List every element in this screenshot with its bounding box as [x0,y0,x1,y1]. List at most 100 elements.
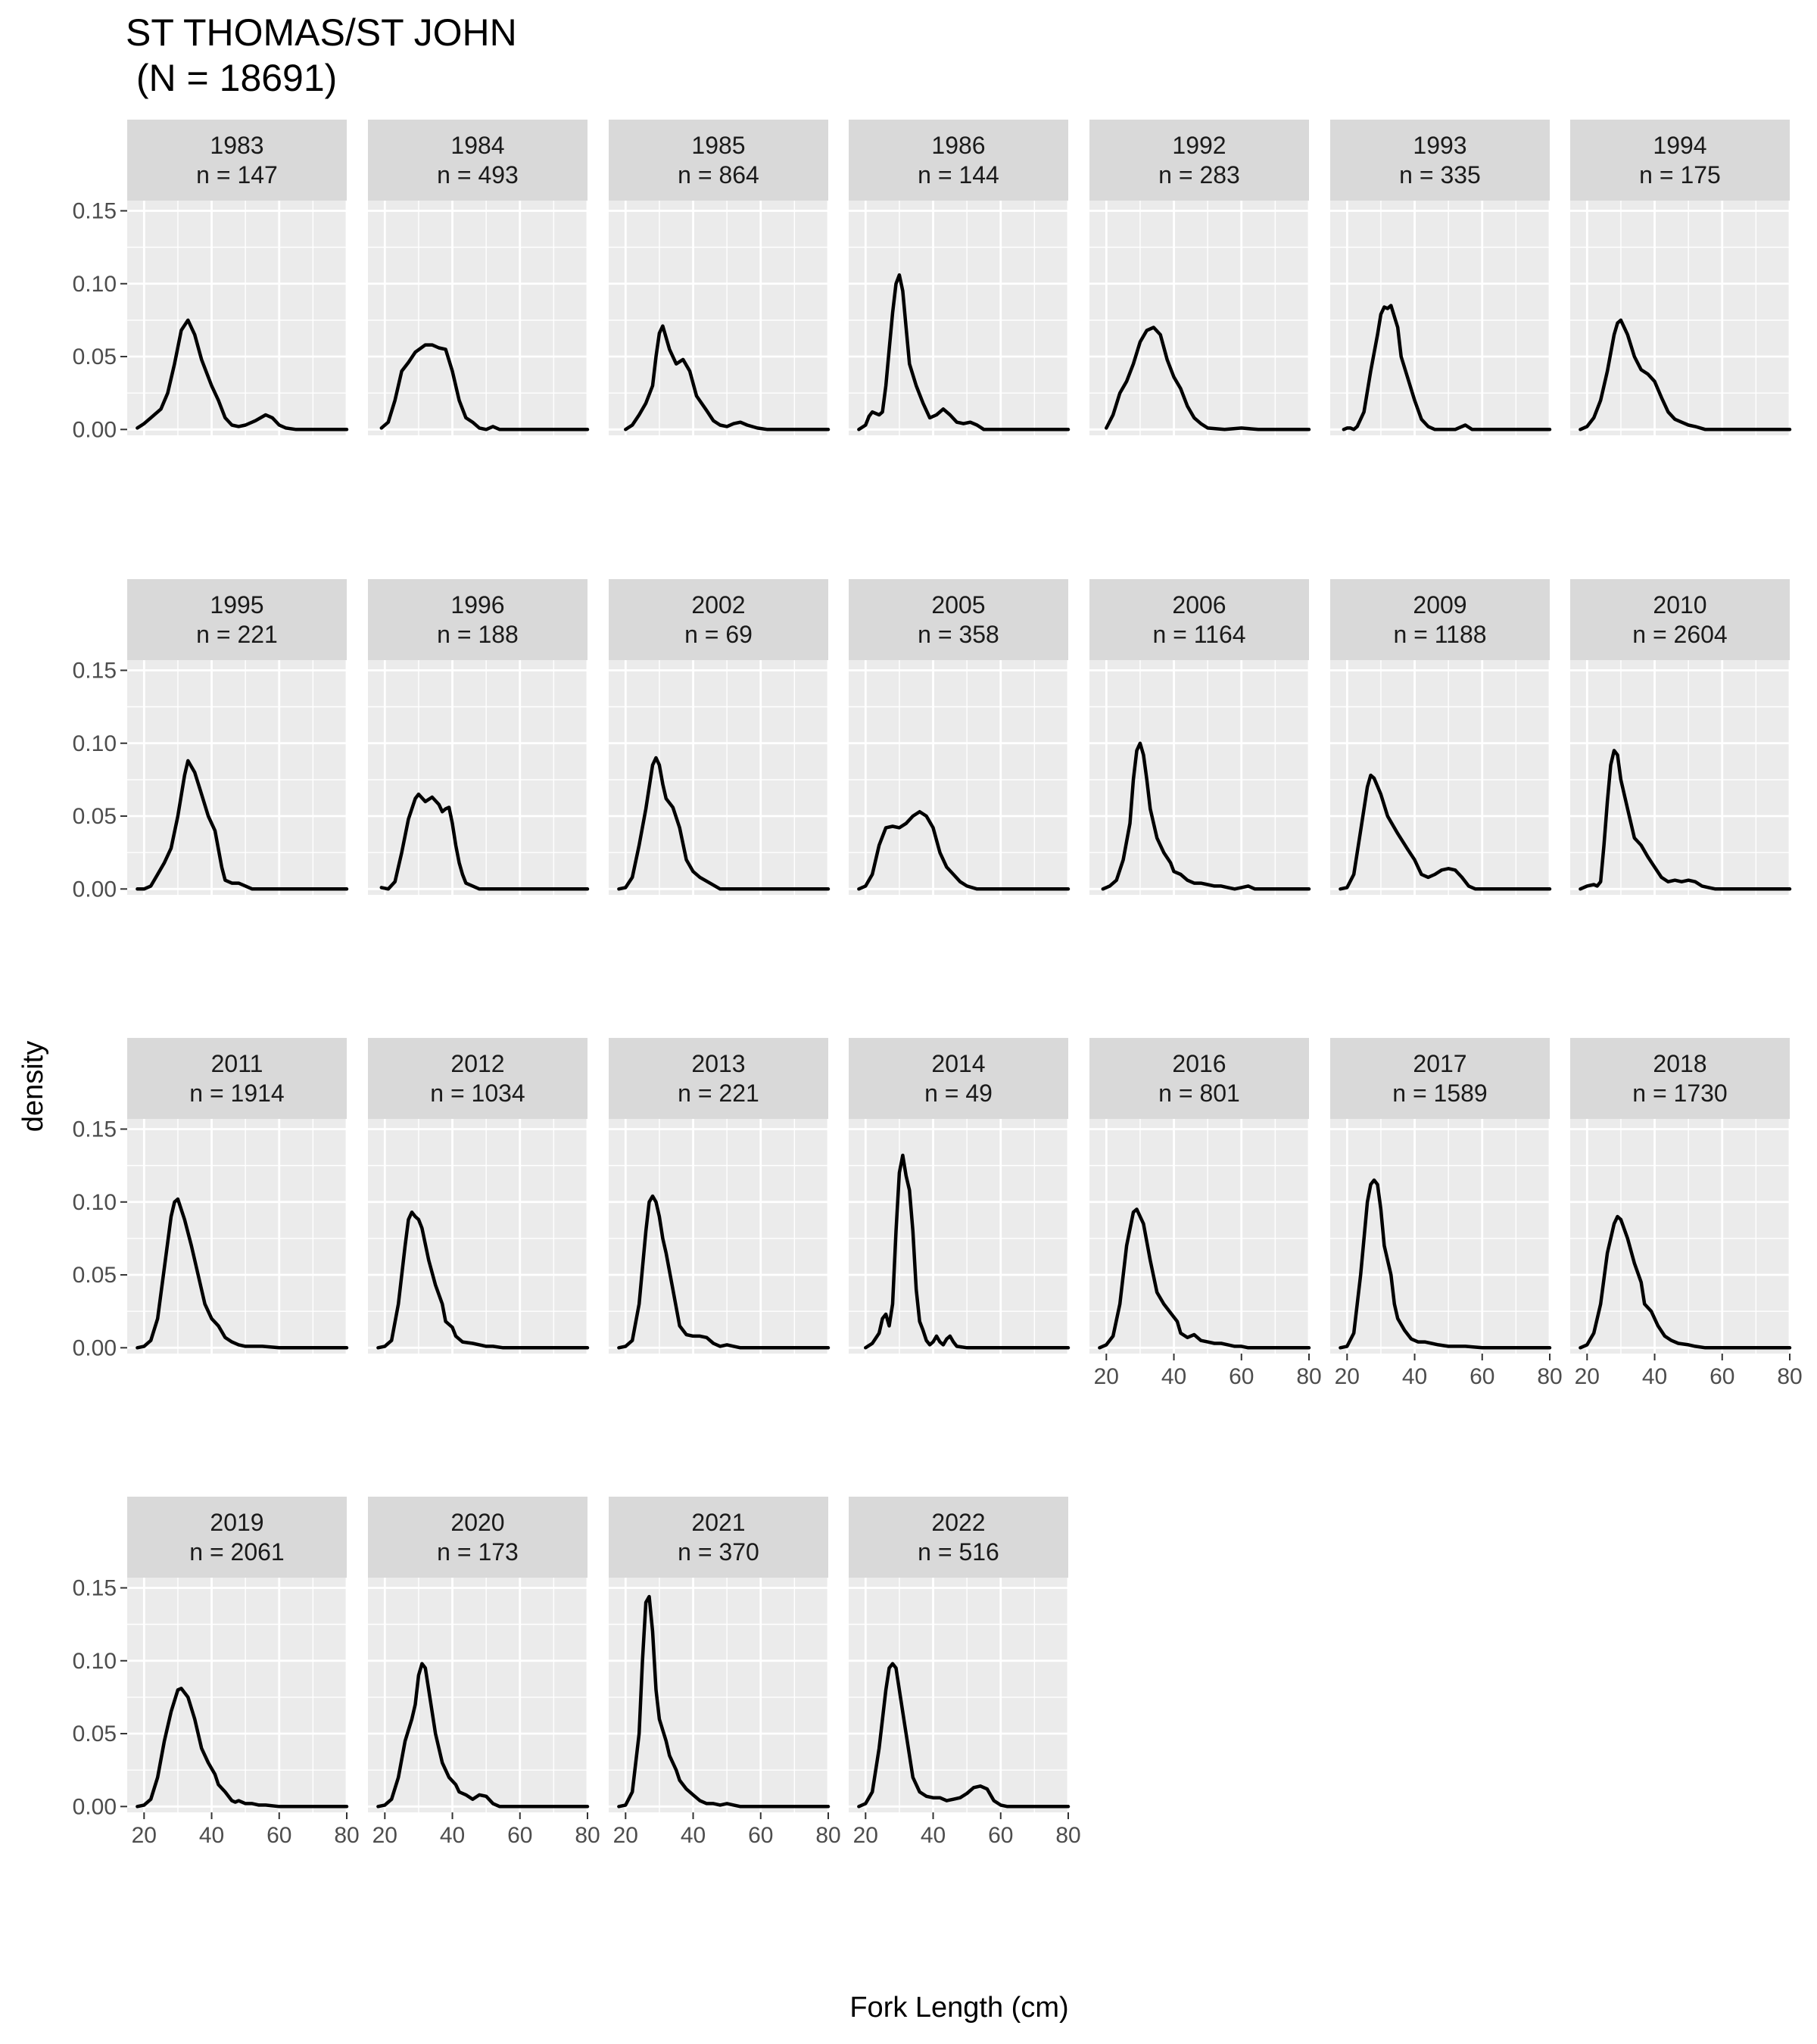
facet-panel-2006: 2006 n = 1164 [1089,579,1311,895]
x-tick-label: 20 [853,1823,878,1848]
x-tick-label: 80 [815,1823,840,1848]
facet-strip-count: n = 370 [678,1538,759,1566]
facet-strip-year: 2013 [691,1050,745,1077]
y-tick-label: 0.10 [73,272,117,297]
facet-panel-2012: 2012 n = 1034 [368,1038,590,1354]
x-tick-label: 60 [507,1823,532,1848]
facet-strip-count: n = 801 [1158,1080,1240,1107]
density-line-1993 [1342,304,1552,432]
y-tick-label: 0.05 [73,344,117,369]
facet-strip [1570,1038,1790,1119]
facet-panel-2009: 2009 n = 1188 [1330,579,1552,895]
facet-strip-year: 2005 [931,591,985,618]
facet-strip-year: 1994 [1653,132,1706,159]
panel-background [849,660,1068,895]
facet-strip-count: n = 49 [924,1080,993,1107]
y-tick-label: 0.15 [73,658,117,683]
facet-strip-year: 2017 [1413,1050,1466,1077]
facet-strip [368,1497,587,1578]
facet-panel-2017: 2017 n = 1589 20 40 60 80 [1330,1038,1563,1389]
density-line-2002 [617,756,831,891]
panel-background [609,201,828,435]
facet-strip-year: 1986 [931,132,985,159]
x-tick-label: 40 [1402,1364,1427,1389]
y-tick-label: 0.00 [73,417,117,442]
facet-strip [1089,120,1309,201]
facet-strip-year: 2010 [1653,591,1706,618]
facet-strip [127,1038,347,1119]
panel-background [368,201,587,435]
facet-strip-count: n = 144 [918,161,999,189]
facet-strip-year: 2020 [450,1509,504,1536]
y-tick-label: 0.05 [73,1263,117,1288]
panel-background [368,1119,587,1354]
facet-strip-count: n = 173 [437,1538,519,1566]
facet-strip-year: 1984 [450,132,504,159]
density-line-2013 [617,1194,831,1350]
density-line-1984 [379,343,590,432]
x-tick-label: 80 [334,1823,359,1848]
facet-strip [849,120,1068,201]
facet-strip [1330,579,1550,660]
facet-strip-year: 2012 [450,1050,504,1077]
panel-background [368,660,587,895]
panel-background [1330,201,1550,435]
y-tick-label: 0.15 [73,198,117,223]
facet-strip [127,579,347,660]
density-line-1995 [136,759,349,891]
facet-strip [609,1038,828,1119]
density-line-2006 [1101,741,1311,891]
facet-strip [609,1497,828,1578]
y-tick-label: 0.00 [73,877,117,902]
x-tick-label: 40 [1642,1364,1667,1389]
facet-strip-year: 2016 [1172,1050,1226,1077]
facet-panel-2013: 2013 n = 221 [609,1038,831,1354]
facet-strip-count: n = 147 [196,161,278,189]
x-tick-label: 20 [1575,1364,1600,1389]
panel-background [1330,1119,1550,1354]
y-tick-label: 0.00 [73,1794,117,1819]
x-axis-label: Fork Length (cm) [849,1992,1068,2024]
facet-panel-2011: 2011 n = 1914 0.00 0.05 0.10 0.15 [73,1038,349,1360]
x-tick-label: 40 [681,1823,706,1848]
facet-panel-2010: 2010 n = 2604 [1570,579,1792,895]
facet-strip-count: n = 1589 [1392,1080,1487,1107]
facet-strip [1089,579,1309,660]
facet-strip-count: n = 2061 [189,1538,284,1566]
facet-strip-year: 2018 [1653,1050,1706,1077]
x-tick-label: 60 [1709,1364,1734,1389]
panel-background [1330,660,1550,895]
panel-background [1570,660,1790,895]
x-tick-label: 80 [1537,1364,1562,1389]
facet-panel-1995: 1995 n = 221 0.00 0.05 0.10 0.15 [73,579,349,902]
x-tick-label: 20 [1094,1364,1119,1389]
panel-background [127,660,347,895]
facet-strip-count: n = 188 [437,621,519,648]
facet-strip-count: n = 335 [1399,161,1481,189]
facet-panel-2005: 2005 n = 358 [849,579,1071,895]
facet-strip [849,579,1068,660]
x-tick-label: 60 [1229,1364,1254,1389]
panel-background [849,201,1068,435]
density-line-2020 [376,1662,590,1809]
x-tick-label: 60 [748,1823,773,1848]
facet-strip-year: 1993 [1413,132,1466,159]
y-tick-label: 0.15 [73,1117,117,1142]
facet-strip-count: n = 175 [1639,161,1721,189]
facet-strip-year: 1996 [450,591,504,618]
facet-strip-year: 2011 [211,1050,263,1077]
facet-strip-year: 1992 [1172,132,1226,159]
facet-strip-count: n = 493 [437,161,519,189]
y-tick-label: 0.15 [73,1575,117,1600]
chart-title-line2: (N = 18691) [126,57,337,99]
x-tick-label: 80 [575,1823,600,1848]
density-line-1996 [379,792,590,891]
